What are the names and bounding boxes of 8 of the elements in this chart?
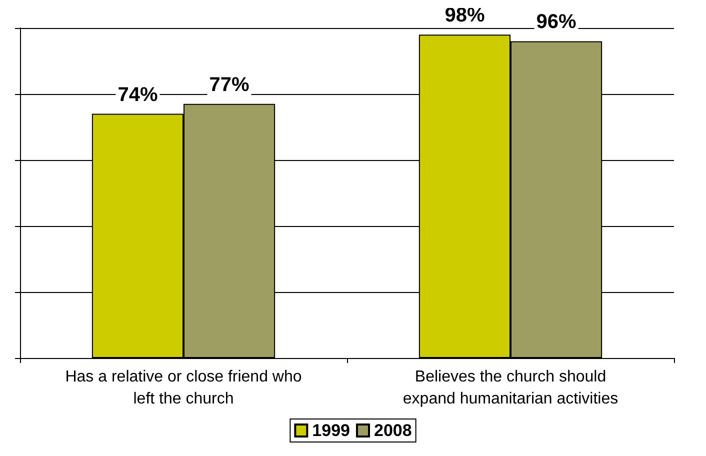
data-label: 98% bbox=[444, 4, 485, 27]
x-tick-label: Has a relative or close friend who left the church bbox=[65, 368, 302, 408]
legend-label: 1999 bbox=[312, 421, 350, 440]
x-tick-label: Believes the church should expand humanitarian activities bbox=[402, 368, 618, 408]
data-label: 96% bbox=[536, 11, 577, 34]
data-label: 77% bbox=[209, 74, 250, 96]
legend-label: 2008 bbox=[374, 421, 412, 440]
data-label: 74% bbox=[118, 84, 158, 106]
